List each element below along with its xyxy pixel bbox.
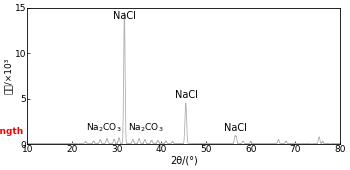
Text: NaCl: NaCl bbox=[224, 123, 246, 133]
Text: Strength: Strength bbox=[0, 126, 24, 135]
Text: Na$_2$CO$_3$: Na$_2$CO$_3$ bbox=[86, 121, 121, 134]
Text: Na$_2$CO$_3$: Na$_2$CO$_3$ bbox=[128, 121, 163, 134]
Text: NaCl: NaCl bbox=[113, 11, 136, 21]
Text: NaCl: NaCl bbox=[175, 90, 197, 100]
X-axis label: 2θ/(°): 2θ/(°) bbox=[170, 156, 198, 166]
Y-axis label: 强度/×10³: 强度/×10³ bbox=[4, 58, 13, 94]
